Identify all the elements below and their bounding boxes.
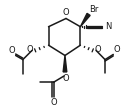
- Text: O: O: [114, 45, 120, 54]
- Text: N: N: [105, 22, 111, 31]
- Text: O: O: [50, 98, 57, 107]
- Text: O: O: [9, 46, 15, 55]
- Text: O: O: [95, 45, 101, 54]
- Text: O: O: [27, 45, 33, 54]
- Polygon shape: [63, 56, 67, 72]
- Polygon shape: [80, 13, 90, 27]
- Text: Br: Br: [89, 5, 98, 14]
- Text: O: O: [62, 75, 69, 83]
- Text: O: O: [63, 8, 69, 17]
